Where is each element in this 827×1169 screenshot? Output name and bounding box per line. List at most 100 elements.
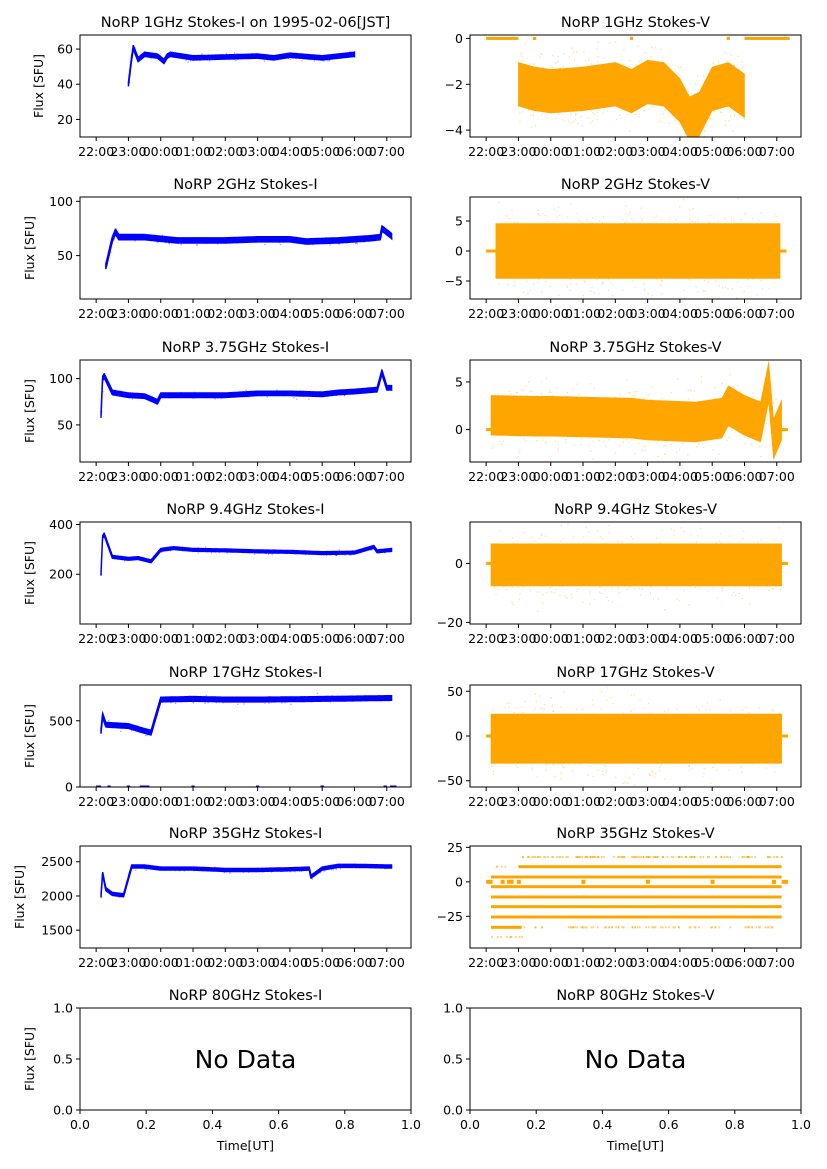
data-point [583,81,586,83]
data-point [601,253,603,255]
data-point [634,748,637,750]
data-point [658,562,660,564]
data-point [356,242,358,244]
panel-i-35ghz: NoRP 35GHz Stokes-I15002000250022:0023:0… [12,826,412,970]
data-point [536,776,538,778]
data-point [607,756,609,758]
data-point [596,577,599,579]
data-point [387,697,389,700]
data-point [680,730,682,732]
data-point [543,567,546,569]
data-point [169,701,171,703]
data-point [718,285,720,287]
data-point [724,218,726,220]
data-point [511,537,513,539]
data-point [758,546,760,549]
data-point [620,86,622,88]
data-point [558,856,560,859]
data-point [352,52,354,54]
data-point [520,79,522,82]
data-point [633,567,635,569]
data-point [621,578,623,580]
data-point [714,555,716,557]
data-point [638,552,640,554]
data-point [648,260,651,262]
data-point [581,424,583,427]
data-point [717,556,719,558]
data-point [593,90,596,92]
data-point [229,238,231,241]
data-point [763,550,766,552]
data-point [109,547,111,549]
data-point [740,106,743,108]
data-point [626,564,628,566]
data-point [738,414,740,417]
data-point [725,80,728,82]
data-point [531,261,533,263]
data-point [503,400,505,402]
data-point [704,103,706,106]
x-tick-label: 02:00 [597,469,633,484]
data-point [702,101,705,103]
data-point [503,236,505,238]
data-point [522,59,524,61]
data-point [225,238,228,241]
data-point [518,400,521,402]
data-point [541,84,544,86]
data-point [236,53,238,55]
data-point [645,251,647,253]
data-point [659,67,661,69]
data-point [707,735,709,737]
data-point [737,577,739,579]
data-point [531,536,533,538]
data-point [517,555,519,557]
data-point [572,769,574,772]
data-point [348,554,351,556]
data-point [718,569,721,571]
data-point [309,553,312,555]
data-point [677,856,680,859]
data-point [596,111,599,113]
data-point [665,70,667,72]
data-point [499,419,501,421]
data-point [599,738,601,741]
data-point [752,218,754,220]
data-point [261,871,263,873]
data-point [773,213,776,216]
data-point [537,610,539,612]
data-point [549,80,551,82]
data-point [663,574,665,576]
data-point [542,247,544,249]
data-point [313,238,316,240]
data-point [638,246,640,248]
data-point [656,84,658,86]
data-point [695,425,697,428]
data-point [606,769,608,771]
data-point [629,410,632,412]
data-point [548,749,550,751]
data-point [521,111,523,113]
data-point [724,97,727,99]
data-point [548,552,551,554]
data-point [563,53,565,55]
data-point [641,588,643,590]
data-point [505,260,507,262]
data-point [662,747,664,749]
data-point [562,65,564,68]
data-point [703,76,705,78]
data-point [537,743,539,745]
data-point [137,60,139,62]
data-point [566,392,569,394]
y-tick-label: 0 [65,780,73,795]
data-point [592,559,594,561]
data-point [353,865,356,868]
data-point [567,523,569,526]
data-point [506,418,508,420]
data-point [721,287,724,289]
data-point [327,60,329,62]
data-point [617,78,619,80]
data-point [662,246,664,248]
data-point [549,563,551,565]
data-point [261,698,264,700]
data-point [299,240,301,242]
